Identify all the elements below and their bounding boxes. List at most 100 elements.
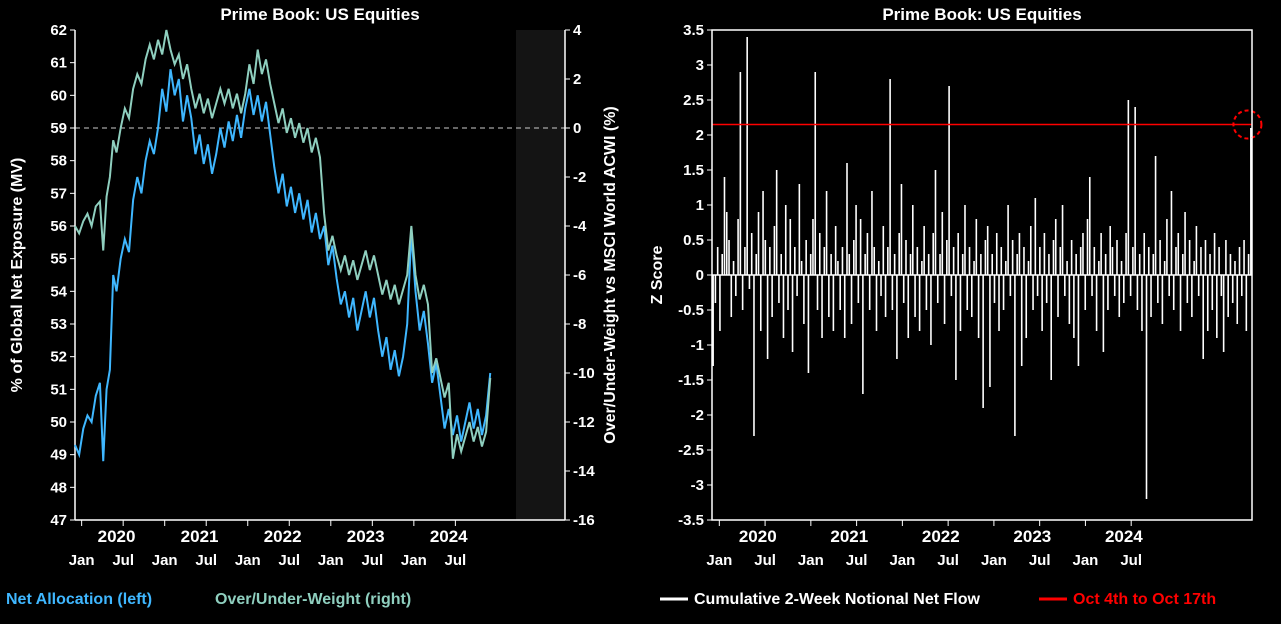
bar — [1016, 254, 1018, 275]
bar — [1005, 261, 1007, 275]
bar — [1173, 275, 1175, 310]
x-tick: Jan — [152, 552, 178, 569]
bar — [1116, 240, 1118, 275]
bar — [930, 275, 932, 345]
y-left-tick: 50 — [50, 414, 67, 431]
bar — [914, 275, 916, 317]
bar — [1071, 240, 1073, 275]
bar — [735, 275, 737, 296]
year-label: 2022 — [264, 527, 302, 546]
bar — [758, 212, 760, 275]
bar — [1196, 226, 1198, 275]
bar — [1044, 233, 1046, 275]
bar — [1184, 212, 1186, 275]
bar — [801, 261, 803, 275]
y-right-tick: -8 — [573, 316, 586, 333]
y-right-tick: 2 — [573, 71, 581, 88]
bar — [880, 275, 882, 296]
bar — [876, 275, 878, 331]
bar — [1039, 247, 1041, 275]
y-left-tick: 54 — [50, 283, 67, 300]
bar — [726, 212, 728, 275]
x-tick: Jan — [401, 552, 427, 569]
bar — [724, 177, 726, 275]
x-tick: Jul — [754, 552, 776, 569]
bar — [926, 275, 928, 310]
bar — [1232, 275, 1234, 303]
bar — [1064, 275, 1066, 296]
bar — [942, 212, 944, 275]
bar — [1094, 247, 1096, 275]
bar — [971, 275, 973, 317]
bar — [1035, 198, 1037, 275]
bar — [869, 275, 871, 310]
bar — [817, 275, 819, 310]
bar — [1175, 247, 1177, 275]
bar — [1010, 275, 1012, 296]
bar — [1103, 275, 1105, 352]
y-left-tick: 52 — [50, 349, 67, 366]
bar — [901, 184, 903, 275]
bar — [1155, 156, 1157, 275]
y-label: Z Score — [649, 246, 666, 305]
year-label: 2024 — [1105, 527, 1143, 546]
bar — [833, 275, 835, 331]
bar — [892, 275, 894, 310]
bar — [889, 79, 891, 275]
bar — [746, 37, 748, 275]
y-tick: -3.5 — [678, 512, 704, 529]
bar — [1143, 233, 1145, 275]
year-label: 2023 — [347, 527, 385, 546]
bar — [1062, 205, 1064, 275]
bar — [991, 254, 993, 275]
bar — [858, 275, 860, 303]
x-tick: Jul — [937, 552, 959, 569]
bar — [985, 240, 987, 275]
bar — [839, 275, 841, 310]
bar — [1037, 275, 1039, 296]
y-right-tick: -2 — [573, 169, 586, 186]
bar — [1019, 233, 1021, 275]
bar — [774, 226, 776, 275]
year-label: 2020 — [739, 527, 777, 546]
bar — [1216, 275, 1218, 338]
bar — [799, 184, 801, 275]
y-left-tick: 55 — [50, 251, 67, 268]
bar — [873, 247, 875, 275]
bar — [894, 254, 896, 275]
y-tick: -1.5 — [678, 372, 704, 389]
bar — [808, 275, 810, 373]
x-tick: Jul — [112, 552, 134, 569]
bar — [1202, 275, 1204, 359]
bar — [855, 205, 857, 275]
bar — [1193, 261, 1195, 275]
bar — [1048, 254, 1050, 275]
year-label: 2020 — [98, 527, 136, 546]
bar — [742, 275, 744, 310]
bar — [1050, 275, 1052, 380]
x-tick: Jan — [69, 552, 95, 569]
bar — [1069, 275, 1071, 324]
bar — [851, 275, 853, 324]
bar — [717, 247, 719, 275]
bar — [789, 219, 791, 275]
bar — [998, 275, 1000, 331]
bar — [1000, 247, 1002, 275]
bar — [896, 275, 898, 359]
y-tick: 0 — [696, 267, 704, 284]
y-left-tick: 57 — [50, 185, 67, 202]
year-label: 2023 — [1013, 527, 1051, 546]
bar — [1221, 275, 1223, 296]
bar — [1134, 107, 1136, 275]
bar — [1021, 275, 1023, 366]
y-right-tick: -12 — [573, 414, 595, 431]
bar — [1214, 233, 1216, 275]
bar — [1182, 254, 1184, 275]
bar — [1003, 275, 1005, 310]
y-right-tick: 4 — [573, 22, 582, 39]
bar — [1028, 261, 1030, 275]
bar — [765, 240, 767, 275]
y-tick: -2 — [691, 407, 704, 424]
bar — [939, 254, 941, 275]
bar — [1109, 226, 1111, 275]
